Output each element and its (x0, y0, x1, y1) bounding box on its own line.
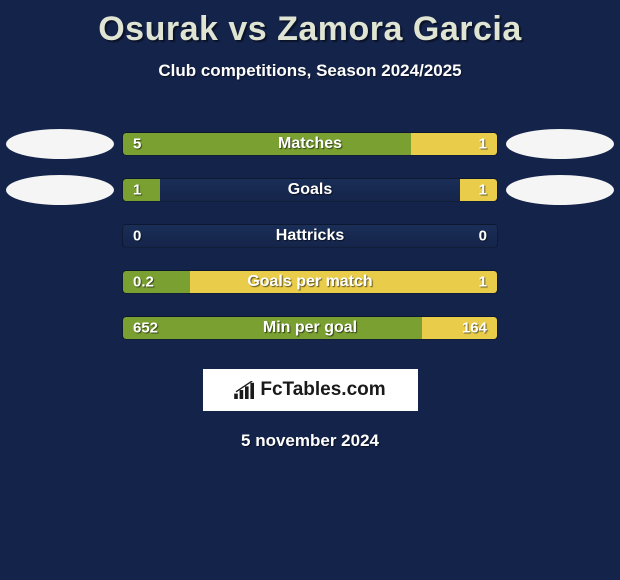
stat-bar: 0.2 Goals per match 1 (122, 270, 498, 294)
stat-row: 1 Goals 1 (0, 167, 620, 213)
stat-right-value: 164 (462, 320, 487, 337)
infographic-container: Osurak vs Zamora Garcia Club competition… (0, 0, 620, 451)
player-right-ellipse (506, 129, 614, 159)
stat-left-value: 1 (133, 182, 141, 199)
stat-bar: 5 Matches 1 (122, 132, 498, 156)
stat-name: Goals per match (247, 273, 372, 291)
stat-right-value: 0 (479, 228, 487, 245)
stat-left-value: 0 (133, 228, 141, 245)
attribution-text: FcTables.com (260, 379, 385, 401)
stat-row: 5 Matches 1 (0, 121, 620, 167)
stat-name: Matches (278, 135, 342, 153)
stat-row: 0.2 Goals per match 1 (0, 259, 620, 305)
stat-left-value: 5 (133, 136, 141, 153)
date-label: 5 november 2024 (0, 431, 620, 451)
stat-name: Min per goal (263, 319, 357, 337)
attribution-badge: FcTables.com (203, 369, 418, 411)
attribution-badge-wrap: FcTables.com (0, 369, 620, 411)
player-right-ellipse (506, 175, 614, 205)
stat-right-value: 1 (479, 274, 487, 291)
stat-right-value: 1 (479, 136, 487, 153)
stat-row: 0 Hattricks 0 (0, 213, 620, 259)
subtitle: Club competitions, Season 2024/2025 (0, 61, 620, 81)
page-title: Osurak vs Zamora Garcia (0, 10, 620, 49)
stat-bar: 0 Hattricks 0 (122, 224, 498, 248)
bar-left-fill (123, 133, 411, 155)
stat-left-value: 652 (133, 320, 158, 337)
stat-right-value: 1 (479, 182, 487, 199)
stat-left-value: 0.2 (133, 274, 154, 291)
player-left-ellipse (6, 129, 114, 159)
stat-name: Hattricks (276, 227, 344, 245)
stat-row: 652 Min per goal 164 (0, 305, 620, 351)
stat-bar: 1 Goals 1 (122, 178, 498, 202)
player-left-ellipse (6, 175, 114, 205)
stat-name: Goals (288, 181, 332, 199)
stat-bar: 652 Min per goal 164 (122, 316, 498, 340)
bar-left-fill (123, 179, 160, 201)
stats-rows: 5 Matches 1 1 Goals 1 0 Hattricks 0 0.2 Goals per … (0, 121, 620, 351)
chart-icon (234, 381, 256, 399)
